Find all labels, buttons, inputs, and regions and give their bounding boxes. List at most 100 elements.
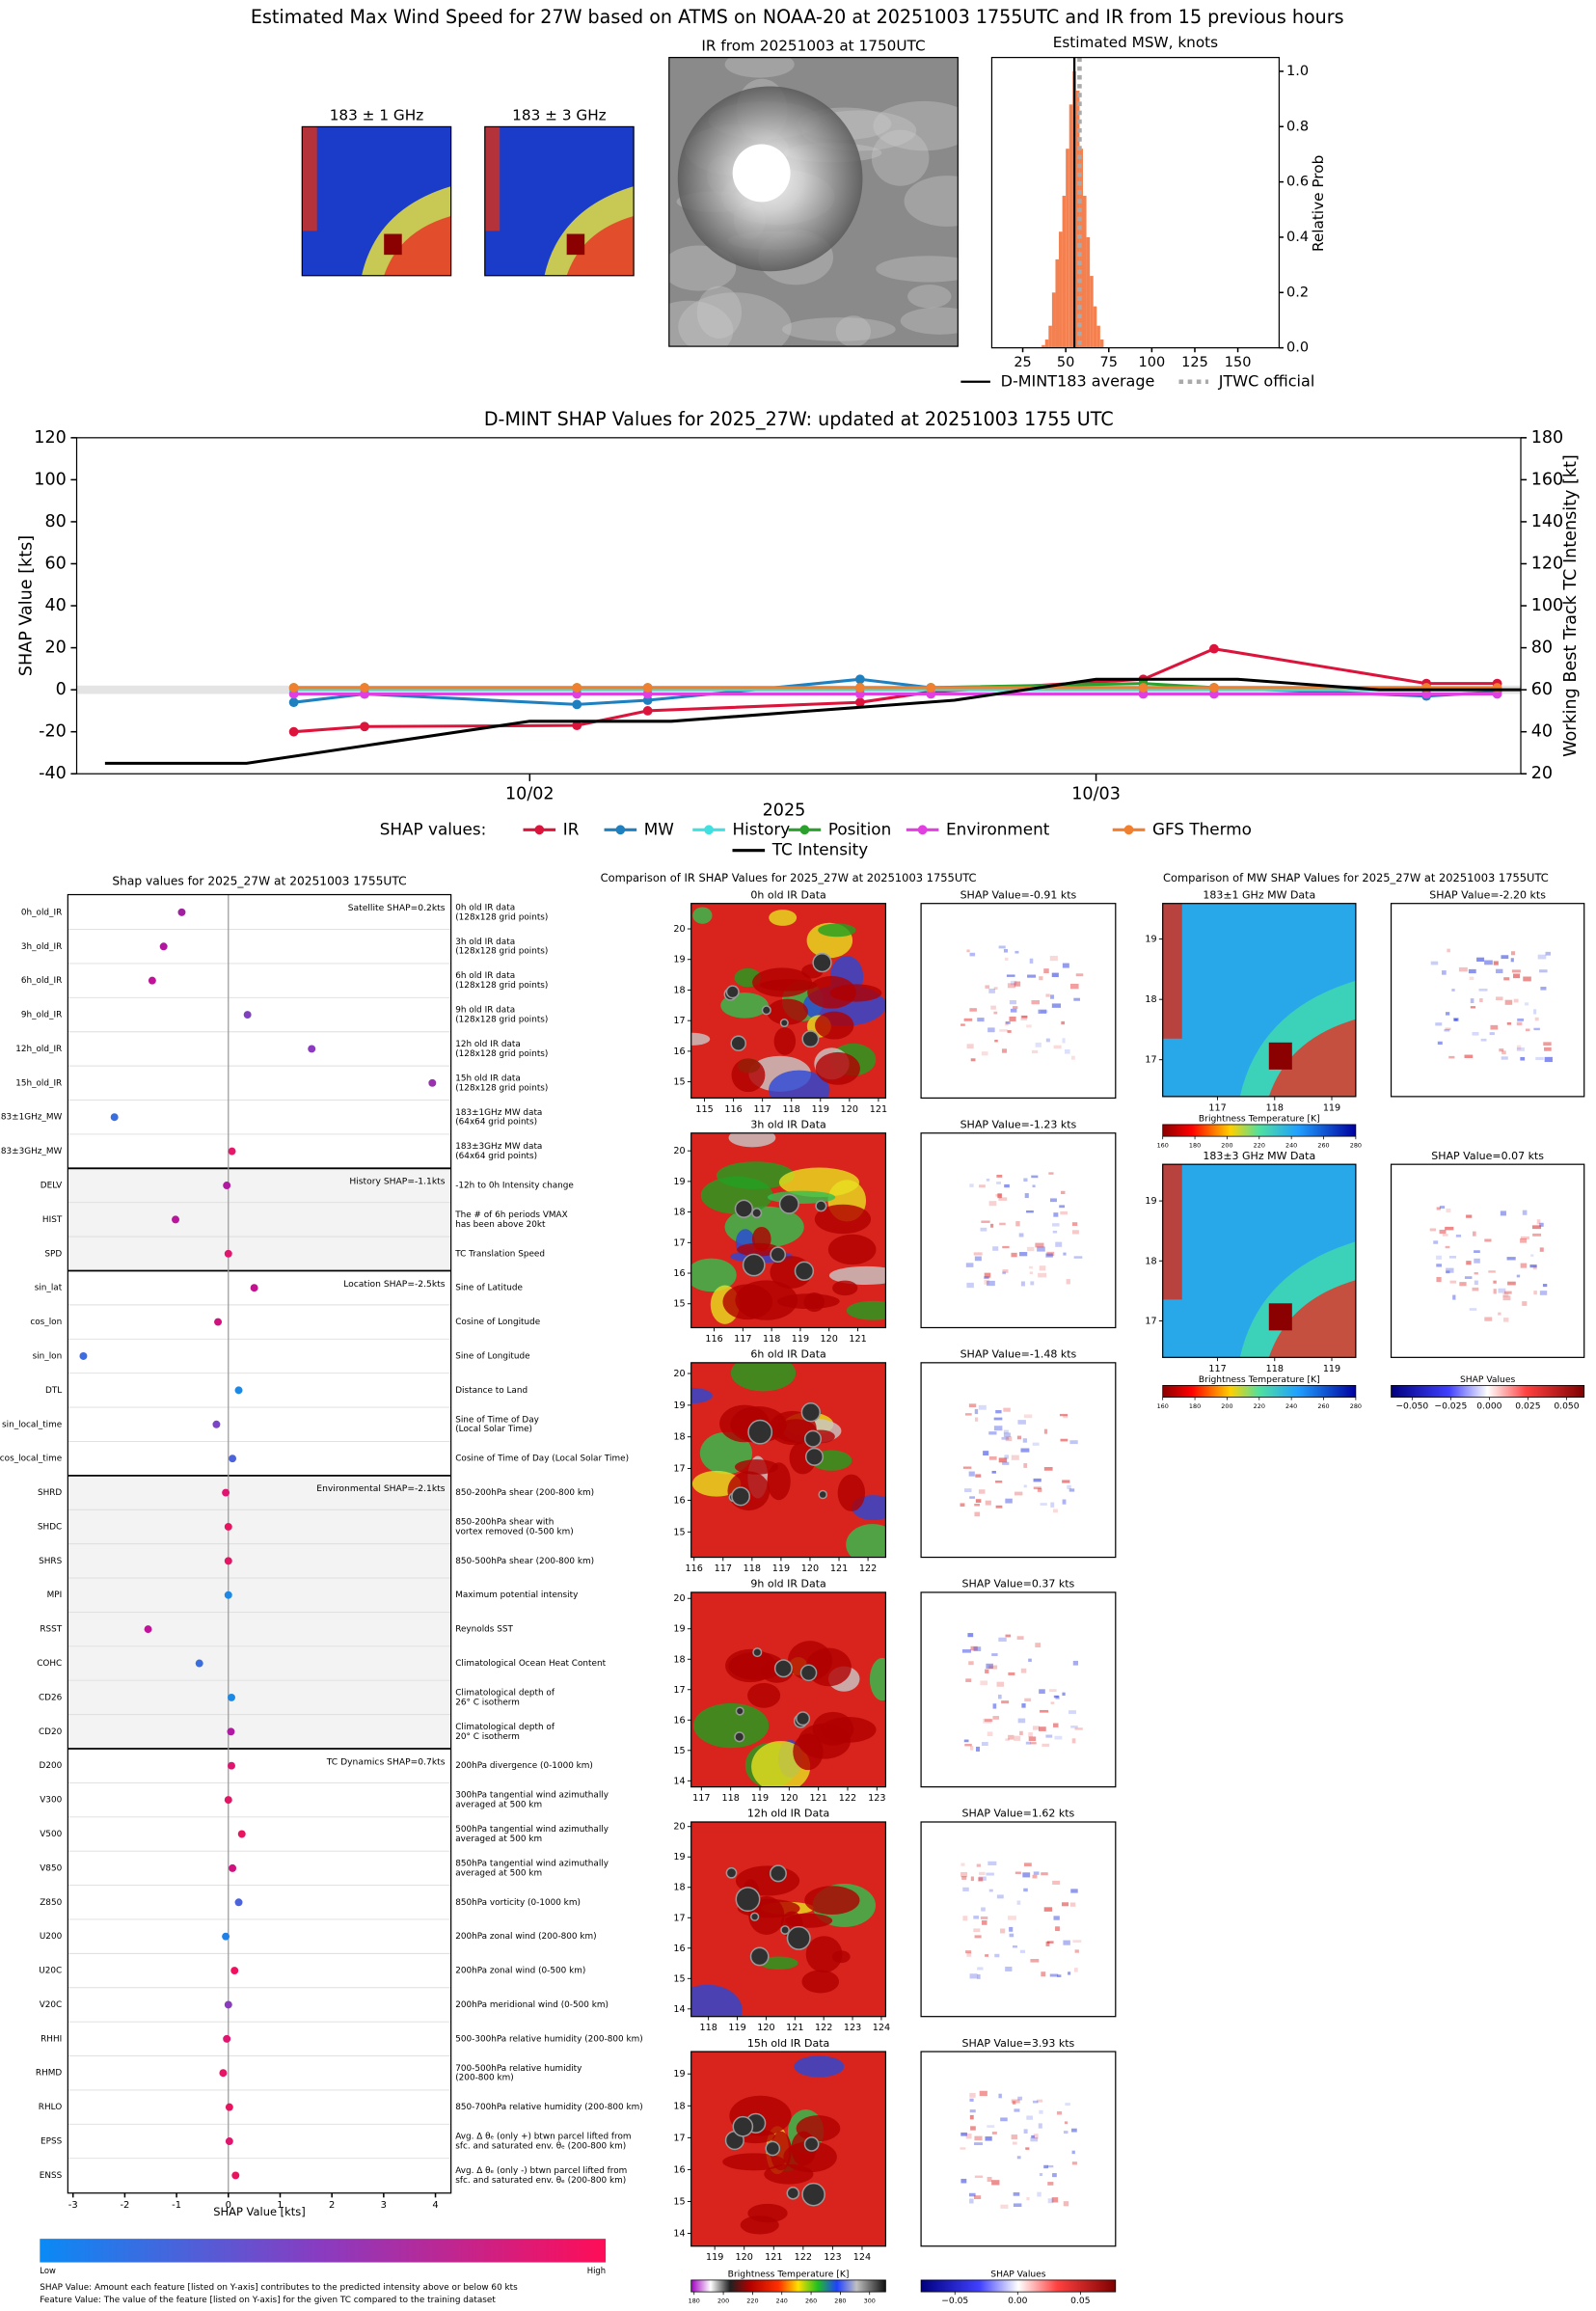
panel-title: 183±1 GHz MW Data [1203, 888, 1315, 901]
feature-name: V850 [40, 1863, 62, 1873]
panel-title: 0h old IR Data [750, 888, 825, 901]
shap-pixel [1484, 1317, 1493, 1321]
panel-title: SHAP Value=-1.23 kts [960, 1119, 1077, 1131]
shap-pixel [1037, 2191, 1041, 2197]
cold-top [732, 2115, 754, 2137]
feature-name: cos_lon [30, 1318, 62, 1327]
shap-pixel [1017, 2096, 1022, 2101]
histogram-bar [1041, 344, 1045, 348]
shap-pixel [1010, 1008, 1017, 1013]
feature-description: (64x64 grid points) [455, 1118, 537, 1128]
shap-pixel [985, 1500, 991, 1506]
legend-label: History [733, 819, 791, 838]
shap-pixel [1436, 1264, 1442, 1267]
cloud [781, 317, 896, 341]
shap-pixel [1059, 1205, 1066, 1209]
shap-pixel [994, 1039, 998, 1043]
shap-pixel [986, 1872, 994, 1876]
shap-pixel [1060, 1210, 1068, 1215]
series-marker [854, 674, 865, 685]
histogram-bar [1079, 149, 1084, 348]
cloud-band [828, 1265, 886, 1286]
legend-marker [615, 825, 626, 835]
x-tick-label: 120 [780, 1793, 798, 1804]
shap-pixel [981, 1907, 986, 1912]
feature-description: (128x128 grid points) [455, 1049, 548, 1059]
shap-pixel [1516, 1274, 1521, 1278]
shap-pixel [1437, 1041, 1443, 1046]
warm-region [814, 1204, 872, 1235]
shap-pixel [1531, 1225, 1542, 1230]
shap-pixel [1020, 1668, 1027, 1673]
shap-pixel [1038, 1272, 1047, 1278]
shap-pixel [993, 987, 998, 990]
histogram-bar [1059, 231, 1063, 348]
shap-pixel [967, 1633, 974, 1638]
shap-pixel [1040, 1503, 1047, 1506]
shap-pixel [1070, 1889, 1078, 1893]
shap-pixel [1545, 951, 1551, 956]
cold-top [804, 1447, 825, 1466]
cold-top [749, 1946, 770, 1967]
feature-description: has been above 20kt [455, 1220, 546, 1230]
shap-pixel [988, 1665, 998, 1670]
legend-title: SHAP values: [380, 819, 487, 838]
shap-pixel [1005, 1021, 1009, 1026]
shap-pixel [969, 2109, 976, 2113]
shap-pixel [1014, 2108, 1020, 2112]
image-panel [1391, 903, 1584, 1097]
shap-pixel [1026, 2196, 1030, 2201]
shap-pixel [969, 2198, 974, 2204]
shap-pixel [1029, 1271, 1033, 1275]
shap-pixel [1459, 1282, 1467, 1287]
shap-pixel [1446, 1208, 1451, 1213]
shap-pixel [1032, 1874, 1038, 1879]
shap-pixel [1053, 1045, 1062, 1049]
shap-pixel [1499, 1048, 1504, 1052]
shap-pixel [1014, 1735, 1021, 1741]
shap-pixel [1023, 1463, 1028, 1468]
x-tick-label: 119 [751, 1793, 769, 1804]
shap-pixel [1510, 951, 1516, 956]
shap-pixel [1480, 1038, 1487, 1042]
panel-title: 9h old IR Data [750, 1578, 825, 1591]
colorbar-tick-label: 260 [1317, 1402, 1329, 1410]
feature-description: vortex removed (0-500 km) [455, 1527, 573, 1536]
shap-pixel [1023, 1862, 1032, 1866]
colorbar-tick-label: 0.000 [1476, 1400, 1501, 1411]
shap-pixel [1028, 1658, 1032, 1662]
feature-description: 200hPa zonal wind (0-500 km) [455, 1967, 585, 1976]
cold-top [742, 1253, 766, 1277]
y-tick-label: 19 [673, 955, 685, 965]
shap-pixel [991, 2180, 1000, 2186]
x-tick-label: 119 [728, 2023, 745, 2033]
cold-top [735, 1887, 761, 1913]
colorbar-tick-label: 160 [1157, 1402, 1169, 1410]
x-tick-label: 118 [1266, 1364, 1284, 1374]
series-marker [642, 683, 653, 693]
shap-pixel [1069, 1488, 1075, 1492]
feature-dot [195, 1659, 203, 1668]
shap-pixel [1023, 1178, 1028, 1183]
cold-top [725, 985, 740, 999]
feature-dot [228, 1761, 235, 1770]
y-tick-label: 16 [673, 1715, 685, 1726]
feature-name: 9h_old_IR [21, 1011, 62, 1020]
shap-pixel [1436, 1207, 1441, 1210]
shap-pixel [1073, 1256, 1083, 1259]
colorbar-tick-label: −0.05 [941, 2296, 968, 2306]
shap-pixel [990, 1223, 994, 1228]
shap-pixel [1525, 1028, 1530, 1032]
shap-pixel [1005, 1021, 1011, 1024]
shap-pixel [1063, 1415, 1069, 1419]
feature-name: 183±3GHz_MW [0, 1147, 62, 1156]
panel-title: SHAP Value=-2.20 kts [1429, 888, 1546, 901]
shap-pixel [997, 1694, 1002, 1699]
shap-pixel [1050, 994, 1054, 999]
cloud-band [692, 907, 713, 924]
series-marker [572, 720, 582, 731]
colorbar-tick-label: 160 [1157, 1141, 1169, 1149]
x-tick-label: 25 [1014, 355, 1031, 370]
colorbar-tick-label: 0.00 [1008, 2296, 1028, 2306]
feature-dot [148, 976, 156, 985]
